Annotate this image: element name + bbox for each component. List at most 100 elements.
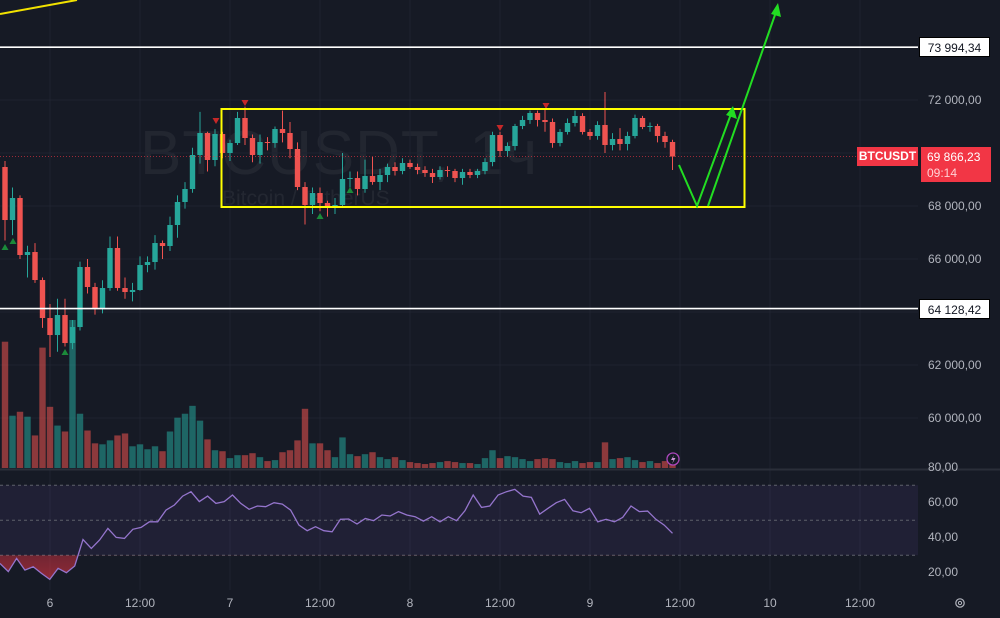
- candle: [564, 118, 571, 135]
- volume-bar: [219, 451, 226, 468]
- volume-bar: [61, 431, 69, 468]
- candle-body: [54, 315, 61, 336]
- candle-body: [2, 166, 8, 221]
- candle-body: [437, 170, 443, 178]
- level-label-upper[interactable]: 73 994,34: [919, 37, 990, 58]
- candle-body: [474, 170, 481, 175]
- candle-body: [422, 170, 428, 174]
- volume-bar: [489, 450, 496, 468]
- volume-bar: [556, 462, 564, 468]
- candle: [467, 168, 473, 179]
- candle: [437, 166, 443, 180]
- level-label-lower[interactable]: 64 128,42: [919, 298, 990, 319]
- volume-bar: [571, 461, 579, 468]
- candle: [227, 139, 233, 161]
- candle: [549, 118, 556, 148]
- candle-body: [302, 186, 308, 205]
- candle-body: [669, 142, 676, 157]
- candle-body: [17, 197, 23, 255]
- price-tick: 66 000,00: [928, 252, 982, 266]
- last-price-label: 69 866,23 09:14: [921, 147, 991, 182]
- buy-signal-icon: [61, 349, 69, 355]
- time-tick: 12:00: [664, 596, 696, 610]
- candle-body: [197, 133, 203, 155]
- candle-body: [654, 125, 661, 136]
- candle-body: [69, 327, 76, 344]
- candle: [167, 216, 173, 252]
- candle: [534, 110, 541, 127]
- candle: [62, 298, 68, 347]
- volume-bar: [346, 454, 354, 468]
- candle: [354, 171, 361, 196]
- volume-bar: [121, 433, 129, 468]
- candle-body: [527, 112, 533, 121]
- candle-body: [234, 117, 241, 144]
- candle-body: [92, 287, 98, 309]
- candle: [624, 131, 631, 151]
- volume-bar: [481, 458, 489, 468]
- range-rectangle: [220, 108, 746, 208]
- candle: [24, 245, 31, 278]
- price-tick: 60 000,00: [928, 411, 982, 425]
- candle-body: [534, 112, 541, 121]
- candle-body: [624, 135, 631, 144]
- buy-signal-icon: [1, 244, 9, 250]
- candle-body: [114, 248, 121, 289]
- last-price: 69 866,23: [927, 150, 981, 164]
- volume-bar: [534, 459, 541, 468]
- volume-bar: [616, 458, 624, 468]
- volume-bar: [354, 456, 361, 468]
- volume-bar: [384, 459, 391, 468]
- candle-body: [504, 146, 511, 152]
- candle: [182, 182, 188, 209]
- candle-body: [459, 172, 466, 179]
- volume-bar: [279, 452, 286, 468]
- volume-bar: [429, 463, 436, 468]
- candle-body: [324, 203, 331, 208]
- candle-body: [212, 133, 218, 160]
- volume-bar: [31, 435, 39, 468]
- candle: [302, 182, 308, 225]
- drawings[interactable]: [0, 0, 918, 466]
- candle-body: [189, 154, 196, 190]
- time-tick: 10: [763, 596, 777, 610]
- volume-bar: [256, 457, 264, 468]
- candle: [512, 123, 518, 151]
- candle: [32, 243, 38, 283]
- volume-bar: [91, 443, 99, 468]
- volume-bar: [406, 462, 414, 468]
- candle: [609, 133, 616, 151]
- candle-body: [557, 131, 563, 144]
- candle-body: [564, 123, 571, 132]
- candle-body: [369, 176, 376, 182]
- candle-body: [647, 125, 653, 128]
- candle: [399, 158, 406, 175]
- candle-body: [407, 162, 413, 167]
- candle-body: [339, 178, 346, 205]
- lightning-icon-bolt: [671, 455, 676, 464]
- candle-body: [39, 280, 46, 319]
- candle: [654, 123, 661, 143]
- candle: [647, 122, 653, 132]
- candle-body: [587, 131, 593, 136]
- candle-body: [204, 133, 211, 160]
- candle: [444, 166, 451, 177]
- volume-bar: [316, 443, 324, 468]
- candle: [264, 137, 271, 151]
- candle: [489, 131, 496, 167]
- volume-bar: [69, 320, 76, 468]
- lightning-icon: [666, 452, 680, 466]
- volume-bar: [1, 341, 9, 468]
- volume-bar: [196, 420, 204, 468]
- gear-icon[interactable]: [954, 597, 966, 609]
- candle-body: [489, 135, 496, 163]
- candle: [377, 168, 383, 191]
- candle: [594, 121, 601, 140]
- volume-bar: [526, 461, 534, 468]
- candle: [309, 187, 316, 214]
- candle-body: [549, 121, 556, 144]
- candle: [572, 110, 578, 127]
- candle-body: [482, 162, 488, 171]
